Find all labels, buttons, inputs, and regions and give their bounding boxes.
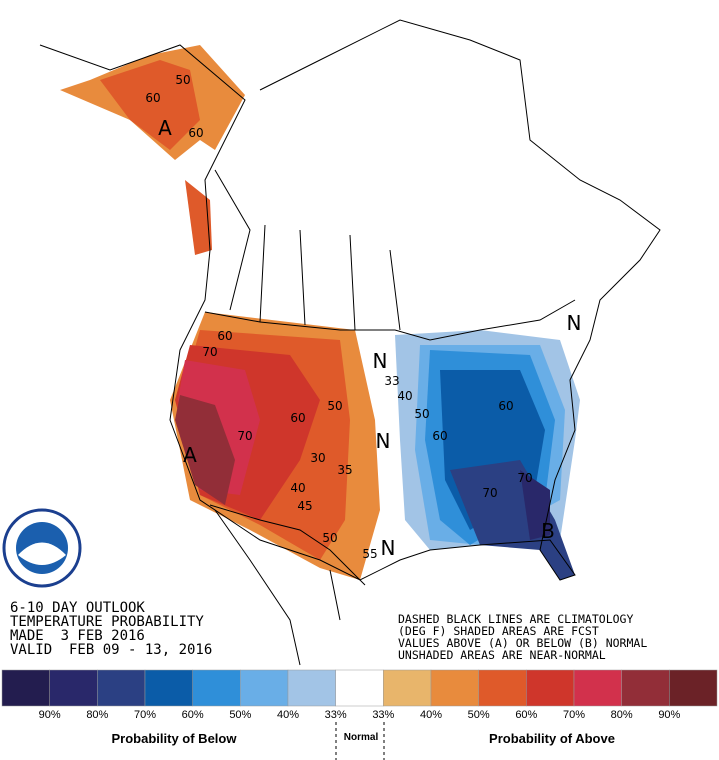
map-label: 50: [414, 407, 429, 421]
map-label: B: [541, 519, 555, 543]
legend-swatch: [621, 669, 670, 707]
header-line: VALID FEB 09 - 13, 2016: [10, 642, 212, 658]
legend-normal: Normal: [344, 732, 379, 743]
note-line: DASHED BLACK LINES ARE CLIMATOLOGY: [398, 612, 633, 626]
map-label: 60: [188, 126, 203, 140]
legend-label: 60%: [515, 709, 537, 721]
map-label: 40: [290, 481, 305, 495]
legend-swatch: [192, 669, 241, 707]
header-line: MADE 3 FEB 2016: [10, 628, 145, 644]
noaa-logo: [2, 508, 82, 588]
probability-region: [185, 180, 212, 255]
legend-swatch: [144, 669, 193, 707]
map-label: 50: [327, 399, 342, 413]
legend-label: 90%: [658, 709, 680, 721]
notes: DASHED BLACK LINES ARE CLIMATOLOGY (DEG …: [398, 612, 647, 662]
legend-below: Probability of Below: [112, 731, 238, 746]
legend-swatch: [49, 669, 98, 707]
legend-above: Probability of Above: [489, 731, 615, 746]
province-lines: [214, 169, 401, 331]
map-label: A: [158, 116, 172, 140]
map-label: 60: [432, 429, 447, 443]
map-label: N: [381, 536, 396, 560]
legend-swatch: [97, 669, 146, 707]
mexico-border: [209, 504, 366, 586]
map-label: 70: [517, 471, 532, 485]
map-label: A: [183, 443, 197, 467]
legend-label: 33%: [372, 709, 394, 721]
map-label: N: [567, 311, 582, 335]
map-label: 40: [397, 389, 412, 403]
legend-swatch: [287, 669, 336, 707]
legend-label: 33%: [325, 709, 347, 721]
legend-swatch: [383, 669, 432, 707]
legend: 90% 80% 70% 60% 50% 40% 33% 33% 40% 50% 60% 70% 80% 9…: [1, 669, 718, 721]
header-line: TEMPERATURE PROBABILITY: [10, 614, 204, 630]
map-label: 33: [384, 374, 399, 388]
map-label: 60: [145, 91, 160, 105]
legend-swatch: [240, 669, 289, 707]
map: [39, 19, 661, 666]
map-label: 55: [362, 547, 377, 561]
probability-region: [450, 460, 575, 580]
legend-swatch: [478, 669, 527, 707]
legend-label: 70%: [563, 709, 585, 721]
legend-label: 90%: [39, 709, 61, 721]
map-label: 70: [237, 429, 252, 443]
header-line: 6-10 DAY OUTLOOK: [10, 600, 145, 616]
map-label: 60: [498, 399, 513, 413]
header: 6-10 DAY OUTLOOK TEMPERATURE PROBABILITY…: [10, 600, 212, 658]
legend-label: 70%: [134, 709, 156, 721]
map-label: N: [373, 349, 388, 373]
map-label: 60: [290, 411, 305, 425]
coastline: [39, 19, 661, 581]
map-label: N: [376, 429, 391, 453]
map-label: 35: [337, 463, 352, 477]
legend-swatch: [669, 669, 718, 707]
canada-border: [204, 299, 576, 341]
legend-swatch: [526, 669, 575, 707]
probability-region: [175, 395, 235, 505]
shading: [60, 45, 580, 580]
legend-label: 40%: [420, 709, 442, 721]
map-label: 70: [202, 345, 217, 359]
legend-label: 50%: [468, 709, 490, 721]
map-label: 50: [175, 73, 190, 87]
legend-swatch: [1, 669, 50, 707]
legend-label: 60%: [182, 709, 204, 721]
probability-region: [100, 60, 200, 150]
legend-swatch: [335, 669, 384, 707]
map-label: 70: [482, 486, 497, 500]
legend-swatch: [430, 669, 479, 707]
note-line: VALUES ABOVE (A) OR BELOW (B) NORMAL: [398, 636, 647, 650]
mexico-coast: [214, 509, 341, 666]
note-line: (DEG F) SHADED AREAS ARE FCST: [398, 624, 599, 638]
note-line: UNSHADED AREAS ARE NEAR-NORMAL: [398, 648, 606, 662]
map-label: 45: [297, 499, 312, 513]
map-label: 50: [322, 531, 337, 545]
probability-region: [520, 470, 550, 540]
legend-label: 50%: [229, 709, 251, 721]
legend-swatch: [573, 669, 622, 707]
map-label: 30: [310, 451, 325, 465]
legend-label: 80%: [611, 709, 633, 721]
legend-label: 40%: [277, 709, 299, 721]
legend-label: 80%: [86, 709, 108, 721]
map-label: 60: [217, 329, 232, 343]
